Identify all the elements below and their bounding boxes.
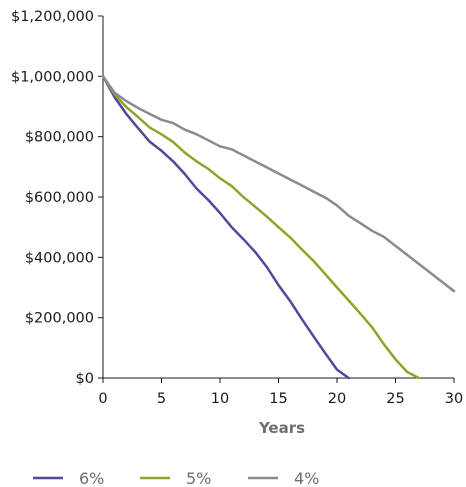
x-tick-label: 10: [211, 391, 229, 407]
y-tick-label: $1,200,000: [11, 9, 94, 25]
legend-label-5pct: 5%: [186, 469, 211, 487]
x-axis-title: Years: [258, 419, 305, 437]
x-tick-label: 25: [386, 391, 404, 407]
y-tick-label: $600,000: [25, 190, 94, 206]
x-tick-label: 5: [157, 391, 166, 407]
y-tick-label: $400,000: [25, 250, 94, 266]
y-tick-label: $1,000,000: [11, 69, 94, 85]
axes: $0 $200,000 $400,000 $600,000 $800,000 $1,000…: [11, 9, 463, 407]
x-tick-label: 15: [269, 391, 287, 407]
x-tick-label: 0: [98, 391, 107, 407]
series-lines: [101, 75, 456, 380]
y-tick-label: $0: [76, 371, 94, 387]
legend: 6% 5% 4%: [33, 469, 319, 487]
series-line-6pct: [101, 75, 350, 380]
legend-label-4pct: 4%: [294, 469, 319, 487]
series-line-5pct: [101, 75, 421, 380]
y-tick-label: $800,000: [25, 130, 94, 146]
legend-label-6pct: 6%: [79, 469, 104, 487]
x-tick-label: 30: [445, 391, 463, 407]
y-tick-label: $200,000: [25, 311, 94, 327]
series-line-4pct: [101, 75, 456, 293]
x-tick-label: 20: [328, 391, 346, 407]
